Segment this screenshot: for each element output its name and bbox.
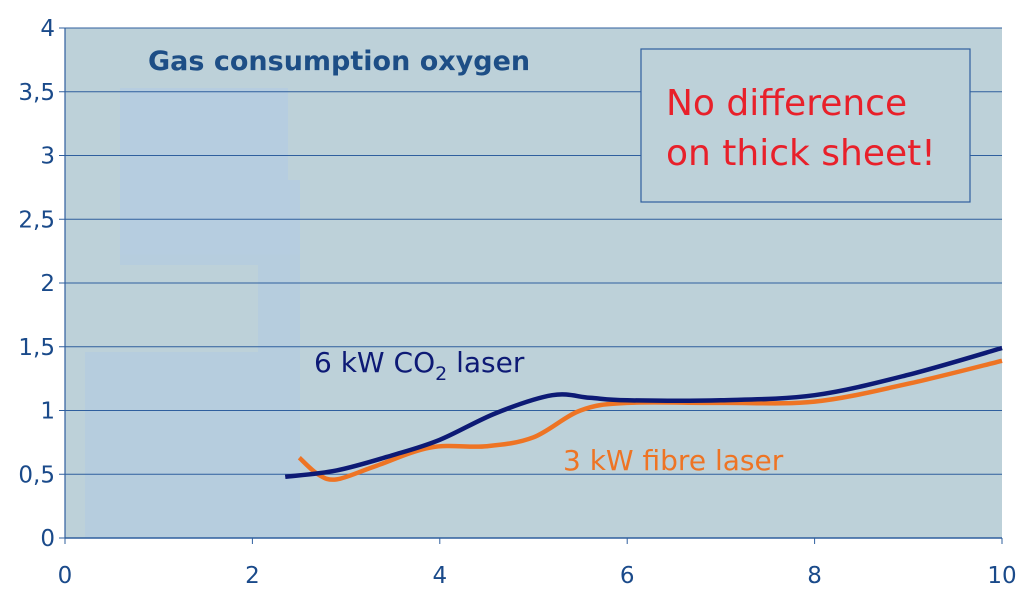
y-tick-label: 1,5 bbox=[18, 335, 55, 361]
chart-title: Gas consumption oxygen bbox=[148, 46, 530, 77]
series-line-fibre-laser bbox=[297, 358, 1003, 482]
series-label-co2-tail: laser bbox=[447, 346, 525, 379]
y-tick-label: 2 bbox=[40, 271, 55, 297]
series-label-fibre-laser: 3 kW fibre laser bbox=[563, 444, 784, 477]
faded-block-lower bbox=[85, 265, 278, 538]
faded-background-blocks bbox=[85, 88, 300, 538]
faded-block-upper bbox=[120, 88, 300, 538]
y-tick-label: 0,5 bbox=[18, 462, 55, 488]
y-tick-label: 1 bbox=[40, 399, 55, 425]
x-tick-label: 10 bbox=[987, 563, 1016, 589]
x-tick-label: 4 bbox=[432, 563, 447, 589]
y-axis-tick-labels: 0 0,5 1 1,5 2 2,5 3 3,5 4 bbox=[18, 16, 55, 552]
series-line-co2-laser bbox=[284, 345, 1003, 480]
x-tick-label: 8 bbox=[807, 563, 822, 589]
x-axis-tick-labels: 0 2 4 6 8 10 bbox=[58, 563, 1017, 589]
x-tick-label: 2 bbox=[245, 563, 260, 589]
y-tick-label: 4 bbox=[40, 16, 55, 42]
x-tick-label: 0 bbox=[58, 563, 73, 589]
series-label-co2-main: 6 kW CO bbox=[314, 346, 435, 379]
y-tick-label: 3 bbox=[40, 144, 55, 170]
series-label-co2-subscript: 2 bbox=[435, 363, 447, 385]
y-tick-label: 2,5 bbox=[18, 207, 55, 233]
series-lines bbox=[284, 345, 1003, 482]
x-tick-label: 6 bbox=[620, 563, 635, 589]
series-label-co2-laser: 6 kW CO2 laser bbox=[314, 346, 525, 385]
annotation-box: No difference on thick sheet! bbox=[640, 48, 971, 203]
annotation-frame bbox=[640, 48, 971, 203]
y-tick-label: 0 bbox=[40, 526, 55, 552]
annotation-line-2: on thick sheet! bbox=[666, 133, 936, 174]
annotation-line-1: No difference bbox=[666, 83, 907, 124]
y-tick-label: 3,5 bbox=[18, 80, 55, 106]
